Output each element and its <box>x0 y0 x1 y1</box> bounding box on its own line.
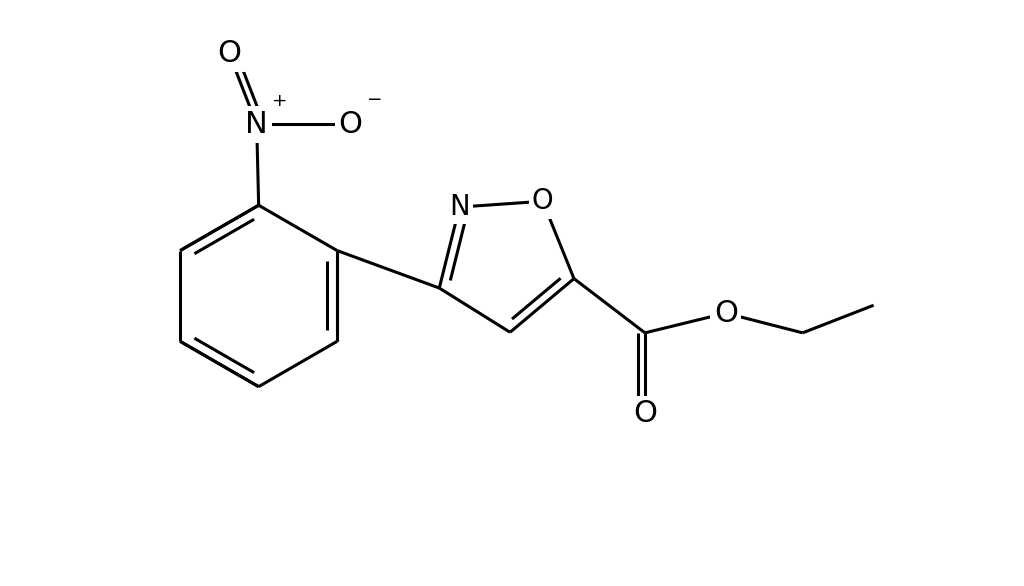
Text: O: O <box>633 399 657 428</box>
Text: O: O <box>217 39 241 68</box>
Text: O: O <box>338 110 362 139</box>
Text: N: N <box>246 110 268 139</box>
Text: N: N <box>450 193 470 221</box>
Text: O: O <box>714 299 737 328</box>
Text: O: O <box>531 188 554 215</box>
Text: +: + <box>271 92 287 110</box>
Text: −: − <box>368 91 383 109</box>
